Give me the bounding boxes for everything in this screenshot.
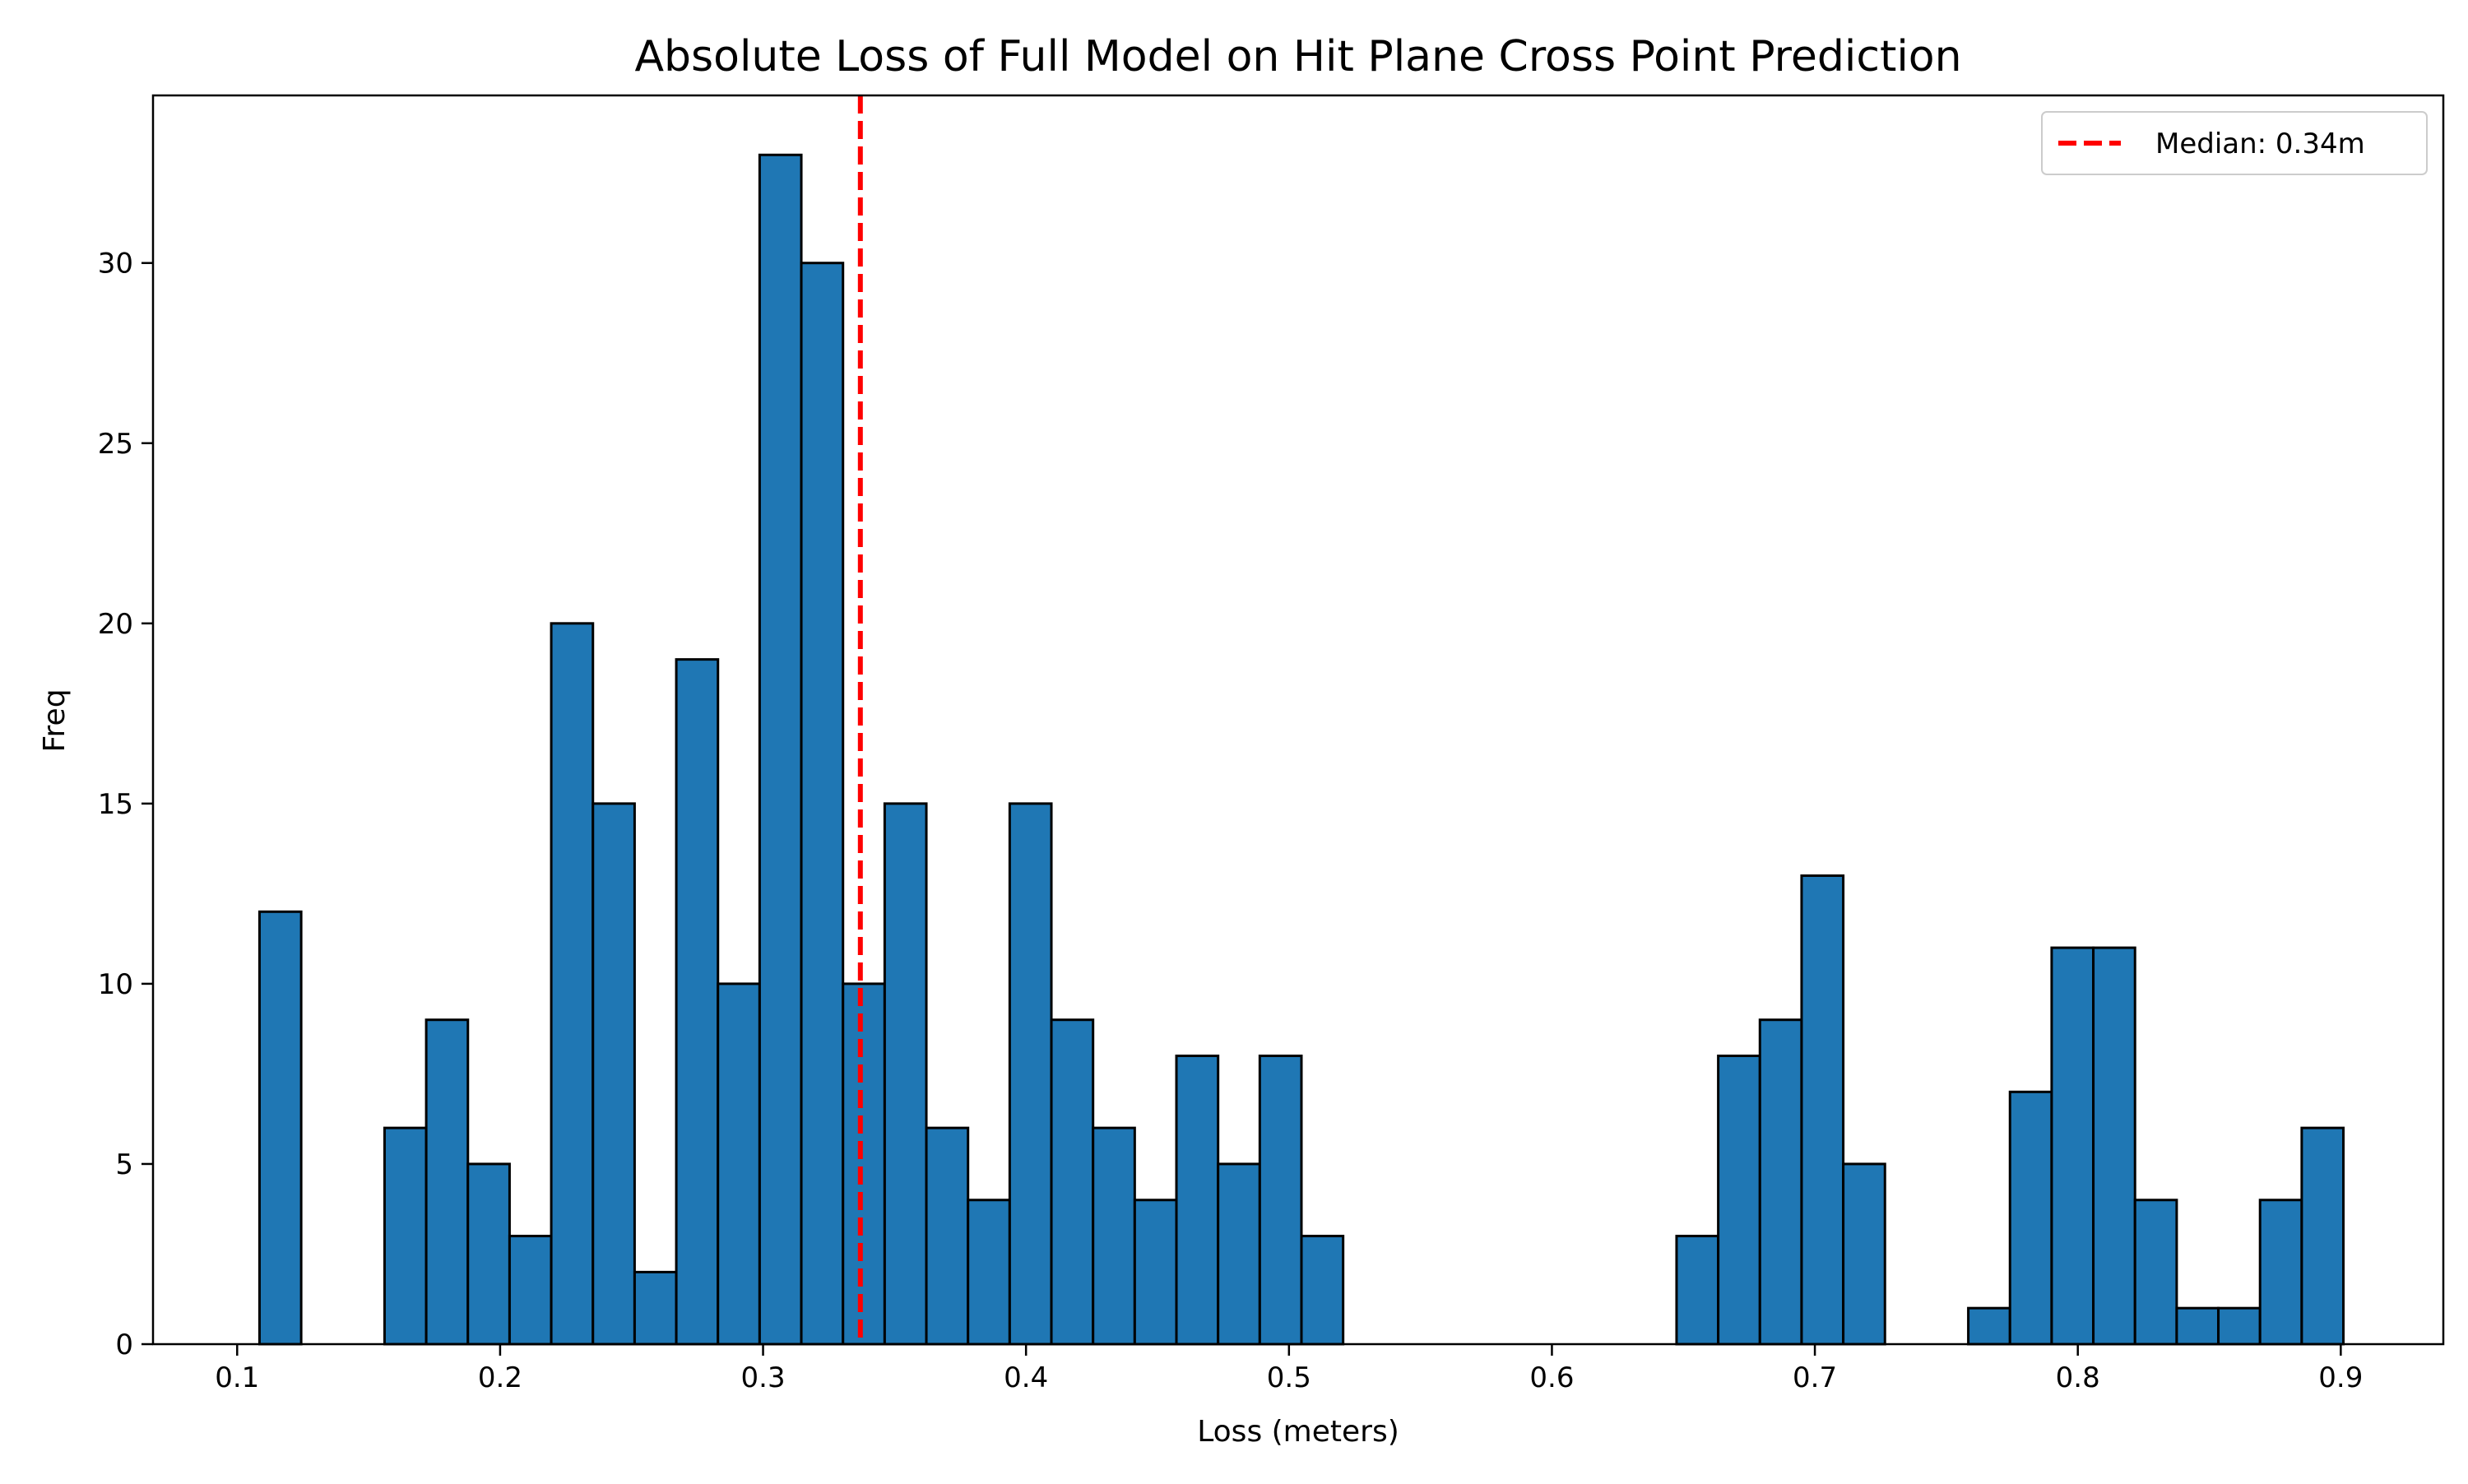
histogram-bar (925, 1126, 970, 1346)
histogram-bar (550, 622, 595, 1346)
y-ticks-layer: 0 5 10 15 20 25 30 (98, 248, 153, 1361)
plot-frame (151, 94, 2445, 1346)
histogram-bar (1300, 1235, 1345, 1346)
histogram-bar (675, 658, 720, 1346)
x-tick-label: 0.6 (1529, 1361, 1574, 1394)
histogram-bar (967, 1199, 1011, 1346)
x-tick-label: 0.8 (2056, 1361, 2100, 1394)
y-tick-label: 15 (98, 788, 133, 821)
histogram-bar (1842, 1162, 1886, 1346)
histogram-bar (2008, 1090, 2053, 1346)
x-tick-label: 0.1 (215, 1361, 259, 1394)
histogram-bar (842, 982, 886, 1346)
histogram-bar (591, 802, 636, 1346)
x-tick-label: 0.4 (1004, 1361, 1048, 1394)
histogram-bar (1008, 802, 1053, 1346)
histogram-bar (1717, 1055, 1761, 1346)
histogram-bar (466, 1162, 511, 1346)
histogram-bar (2217, 1306, 2262, 1346)
legend-median-label: Median: 0.34m (2155, 128, 2365, 160)
histogram-bar (1050, 1018, 1095, 1346)
histogram-bar (2258, 1199, 2303, 1346)
histogram-bar (717, 982, 761, 1346)
histogram-bar (1092, 1126, 1136, 1346)
x-tick-label: 0.2 (478, 1361, 522, 1394)
y-tick-label: 10 (98, 968, 133, 1001)
histogram-bar (1800, 874, 1845, 1346)
histogram-bar (2300, 1126, 2345, 1346)
histogram-bar (1758, 1018, 1803, 1346)
histogram-bar (1133, 1199, 1178, 1346)
y-tick-label: 25 (98, 428, 133, 461)
y-tick-label: 30 (98, 248, 133, 281)
histogram-bar (1675, 1235, 1720, 1346)
x-axis-label: Loss (meters) (1197, 1415, 1399, 1449)
y-tick-label: 0 (115, 1329, 133, 1361)
histogram-bar (257, 910, 303, 1346)
histogram-bar (508, 1235, 553, 1346)
y-axis-label: Freq (38, 689, 72, 752)
y-tick-label: 5 (115, 1148, 133, 1181)
x-tick-label: 0.7 (1793, 1361, 1837, 1394)
histogram-bar (633, 1270, 678, 1346)
histogram-bar (800, 262, 845, 1346)
histogram-bar (883, 802, 928, 1346)
histogram-bar (1967, 1306, 2011, 1346)
histogram-bar (1175, 1055, 1220, 1346)
histogram-bar (1217, 1162, 1261, 1346)
x-tick-label: 0.9 (2318, 1361, 2363, 1394)
histogram-bar (383, 1126, 428, 1346)
x-tick-label: 0.3 (741, 1361, 786, 1394)
legend-box (2041, 111, 2428, 175)
histogram-bar (424, 1018, 470, 1346)
axes-layer (151, 94, 2445, 1346)
histogram-bar (1258, 1055, 1303, 1346)
histogram-bar (2175, 1306, 2220, 1346)
chart-title: Absolute Loss of Full Model on Hit Plane… (634, 32, 1961, 81)
histogram-bar (2092, 946, 2136, 1346)
y-tick-label: 20 (98, 608, 133, 641)
histogram-bar (758, 153, 803, 1346)
x-ticks-layer: 0.1 0.2 0.3 0.4 0.5 0.6 0.7 0.8 0.9 (215, 1344, 2363, 1394)
bars-layer (257, 153, 2345, 1346)
histogram-bar (2133, 1199, 2178, 1346)
histogram-bar (2050, 946, 2095, 1346)
legend: Median: 0.34m (2041, 111, 2428, 175)
x-tick-label: 0.5 (1267, 1361, 1311, 1394)
